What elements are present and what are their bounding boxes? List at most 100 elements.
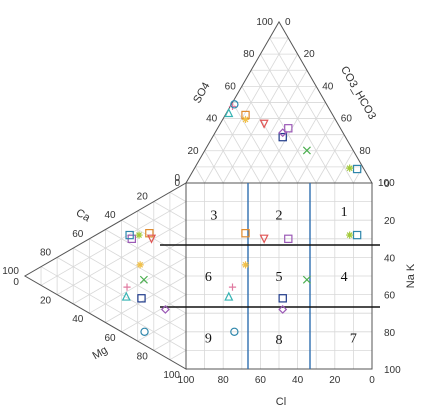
sample-point-anion-9 bbox=[224, 107, 234, 118]
zone-label-1: 1 bbox=[341, 205, 348, 220]
sample-point-square-1 bbox=[284, 234, 293, 243]
sample-point-anion-2 bbox=[352, 164, 362, 174]
co3-hco3-tick-label: 60 bbox=[341, 114, 353, 125]
sample-point-anion-11 bbox=[278, 128, 288, 138]
sample-point-square-9 bbox=[224, 291, 234, 301]
cation-grid-line bbox=[73, 238, 187, 305]
so4-tick-label: 80 bbox=[243, 49, 255, 60]
zone-label-7: 7 bbox=[350, 331, 357, 346]
co3-hco3-tick-label: 0 bbox=[285, 17, 291, 28]
sample-point-cation-9 bbox=[121, 291, 131, 301]
sample-point-square-2 bbox=[352, 230, 362, 240]
sample-point-square-7 bbox=[346, 231, 354, 239]
so4-axis-label: SO4 bbox=[191, 80, 212, 105]
sample-point-cation-11 bbox=[160, 305, 170, 314]
cl-tick-label: 20 bbox=[329, 375, 341, 386]
nak-tick-label: 60 bbox=[384, 291, 396, 302]
cl-tick-label: 60 bbox=[255, 375, 267, 386]
sample-point-cation-5 bbox=[146, 234, 157, 244]
nak-tick-label: 40 bbox=[384, 253, 396, 264]
sample-point-square-11 bbox=[278, 305, 288, 314]
so4-tick-label: 20 bbox=[187, 146, 199, 157]
anion-grid-line bbox=[278, 102, 326, 184]
zone-label-6: 6 bbox=[205, 270, 212, 285]
anion-grid-line bbox=[213, 134, 243, 184]
mg-tick-label: 60 bbox=[104, 333, 116, 344]
anion-grid-line bbox=[232, 102, 280, 184]
diagram-frame bbox=[23, 20, 373, 370]
mg-tick-label: 20 bbox=[40, 296, 52, 307]
sample-point-anion-7 bbox=[346, 164, 354, 172]
nak-tick-label: 20 bbox=[384, 216, 396, 227]
sample-point-square-12 bbox=[241, 261, 250, 269]
cation-grid-line bbox=[169, 350, 187, 361]
mg-tick-label: 80 bbox=[137, 351, 149, 362]
sample-point-anion-5 bbox=[259, 119, 269, 129]
ca-tick-label: 20 bbox=[137, 192, 149, 203]
sample-point-anion-8 bbox=[228, 102, 237, 111]
cation-grid-line bbox=[40, 201, 187, 286]
sample-markers bbox=[121, 100, 362, 336]
cl-tick-label: 80 bbox=[218, 375, 230, 386]
nak-tick-label: 80 bbox=[384, 328, 396, 339]
cl-tick-label: 100 bbox=[178, 375, 195, 386]
zone-label-4: 4 bbox=[341, 270, 348, 285]
sample-point-square-3 bbox=[241, 229, 250, 238]
ca-tick-label: 100 bbox=[2, 266, 19, 277]
central-square bbox=[185, 182, 373, 370]
diagram-grid bbox=[40, 37, 372, 369]
mg-tick-label: 40 bbox=[72, 314, 84, 325]
sample-point-cation-2 bbox=[125, 230, 134, 240]
cation-grid-line bbox=[73, 247, 187, 314]
cation-grid-line bbox=[56, 257, 187, 333]
sample-point-anion-10 bbox=[230, 100, 239, 109]
sample-point-cation-4 bbox=[137, 294, 146, 303]
mg-axis-label: Mg bbox=[90, 344, 109, 362]
cation-grid-line bbox=[137, 312, 187, 342]
anion-grid-line bbox=[250, 70, 317, 184]
anion-grid-line bbox=[194, 166, 205, 184]
zone-label-2: 2 bbox=[276, 209, 283, 224]
sample-point-anion-1 bbox=[284, 124, 293, 133]
nak-tick-label: 0 bbox=[384, 179, 390, 190]
zone-label-9: 9 bbox=[205, 331, 212, 346]
sample-point-cation-7 bbox=[135, 231, 143, 239]
anion-grid-line bbox=[222, 53, 298, 184]
cation-grid-line bbox=[56, 219, 187, 295]
cl-axis-label: Cl bbox=[276, 396, 286, 408]
sample-point-cation-8 bbox=[123, 283, 131, 291]
anion-grid-line bbox=[241, 70, 308, 184]
sample-point-square-4 bbox=[278, 294, 287, 303]
co3-hco3-tick-label: 20 bbox=[304, 49, 316, 60]
sample-point-anion-4 bbox=[278, 132, 287, 142]
zone-label-8: 8 bbox=[276, 333, 283, 348]
cl-tick-label: 0 bbox=[369, 375, 375, 386]
ca-tick-label: 80 bbox=[40, 247, 52, 258]
anion-grid-line bbox=[315, 134, 345, 184]
mg-tick-label: 100 bbox=[163, 370, 180, 381]
sample-point-square-10 bbox=[230, 327, 239, 336]
sample-point-cation-6 bbox=[139, 275, 148, 284]
anion-grid-line bbox=[204, 37, 289, 184]
cation-grid-line bbox=[105, 275, 187, 323]
mg-tick-label: 0 bbox=[13, 277, 19, 288]
cation-grid-line bbox=[40, 266, 187, 351]
so4-tick-label: 100 bbox=[256, 17, 273, 28]
cation-grid-line bbox=[137, 210, 187, 240]
sample-point-anion-6 bbox=[302, 146, 311, 155]
sample-point-cation-10 bbox=[140, 327, 149, 336]
sample-point-square-5 bbox=[259, 234, 269, 244]
ca-axis-label: Ca bbox=[74, 207, 93, 225]
nak-tick-label: 100 bbox=[384, 365, 401, 376]
co3-hco3-tick-label: 100 bbox=[378, 178, 395, 189]
co3-hco3-tick-label: 80 bbox=[359, 146, 371, 157]
cation-grid-line bbox=[105, 229, 187, 277]
nak-axis-label: Na K bbox=[405, 263, 417, 288]
so4-tick-label: 60 bbox=[225, 81, 237, 92]
co3-hco3-tick-label: 40 bbox=[322, 81, 334, 92]
sample-point-square-8 bbox=[228, 283, 237, 291]
anion-grid-line bbox=[260, 53, 336, 184]
anion-grid-line bbox=[269, 37, 354, 184]
sample-point-cation-12 bbox=[136, 261, 144, 269]
